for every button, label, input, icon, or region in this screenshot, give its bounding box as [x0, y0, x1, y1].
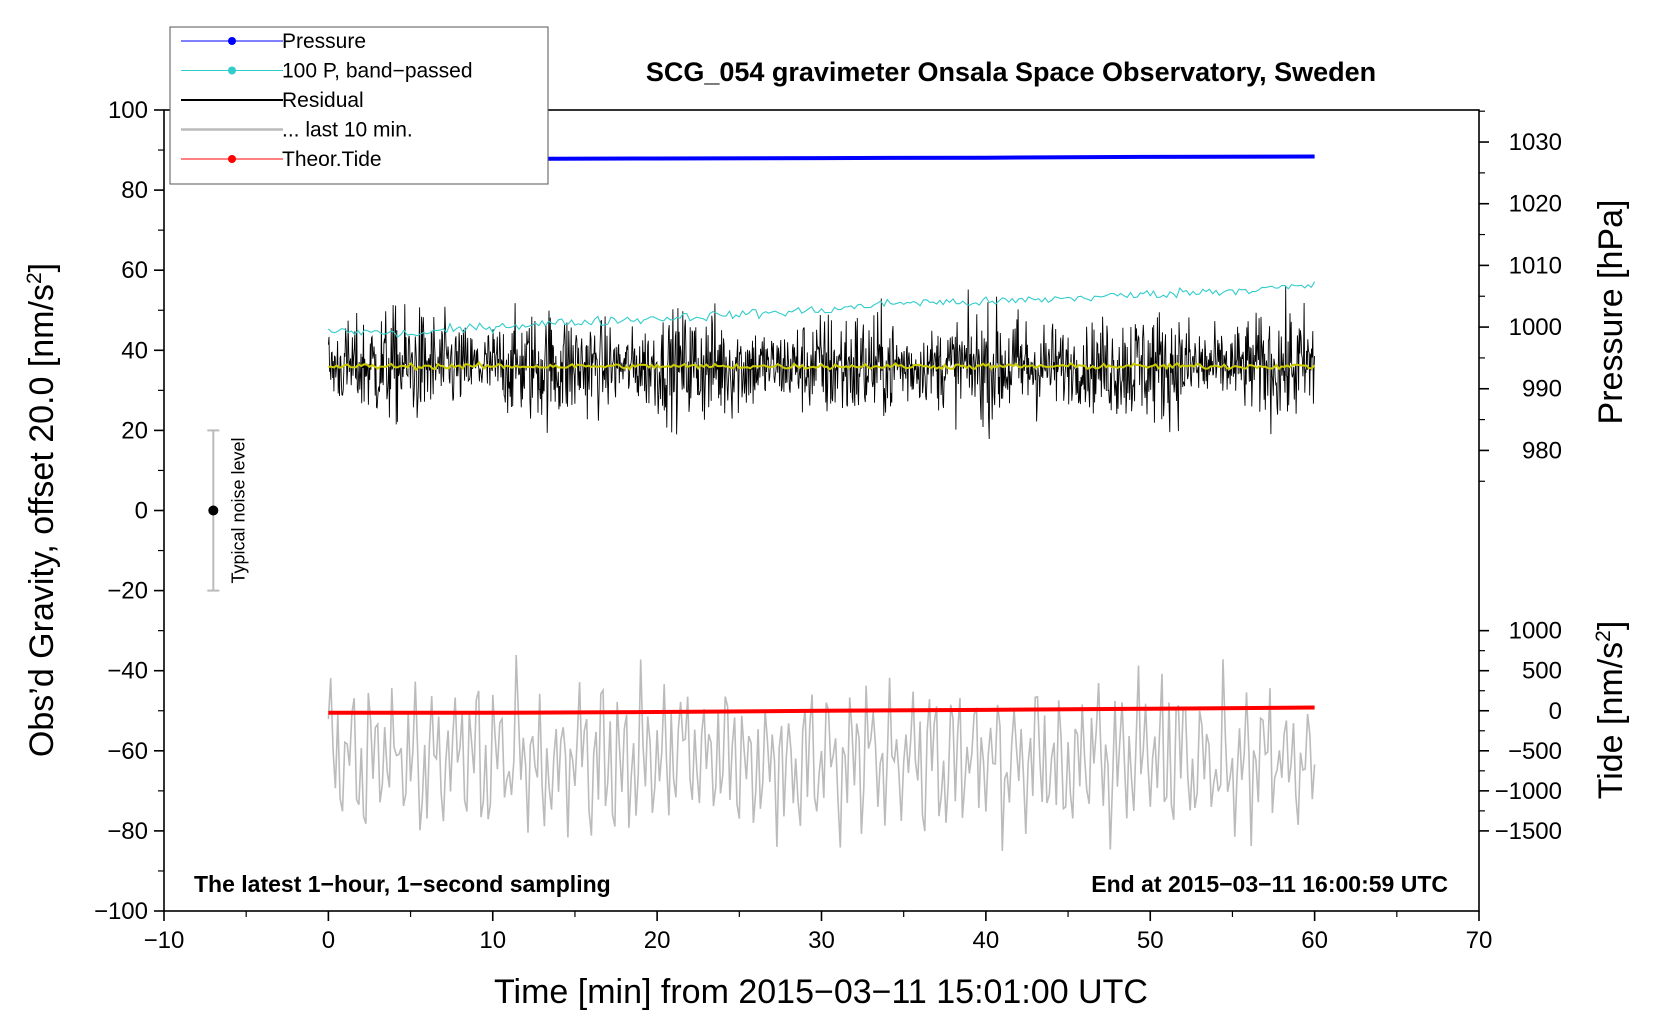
y-tick-label: 100	[108, 97, 148, 124]
x-tick-label: 10	[479, 927, 506, 954]
residual-series-line	[327, 286, 1316, 440]
y-tick-label: 0	[135, 498, 148, 525]
y-tick-label: −80	[107, 818, 148, 845]
pressure-tick-label: 1010	[1509, 252, 1562, 279]
y-axis-title-tide: Tide [nm/s2]	[1592, 621, 1630, 800]
y-axis-title-tide-main: Tide [nm/s	[1592, 642, 1630, 799]
y-tick-label: 60	[121, 257, 148, 284]
y-axis-title-left-end: ]	[23, 263, 61, 272]
sampling-note: The latest 1−hour, 1−second sampling	[194, 871, 611, 897]
x-tick-label: 20	[644, 927, 671, 954]
x-tick-label: 30	[808, 927, 835, 954]
legend-marker	[228, 37, 236, 45]
pressure-tick-label: 980	[1522, 437, 1562, 464]
noise-level-label: Typical noise level	[228, 437, 248, 583]
y-axis-title-left-main: Obs’d Gravity, offset 20.0 [nm/s	[23, 284, 61, 757]
tide-tick-label: −500	[1508, 738, 1562, 765]
x-tick-label: −10	[144, 927, 185, 954]
x-tick-label: 50	[1137, 927, 1164, 954]
y-tick-label: 40	[121, 337, 148, 364]
theor-tide-series-line	[328, 705, 1315, 715]
end-time-note: End at 2015−03−11 16:00:59 UTC	[1091, 871, 1448, 897]
tide-tick-label: −1000	[1495, 778, 1562, 805]
y-tick-label: −20	[107, 578, 148, 605]
noise-level-indicator: Typical noise level	[207, 429, 248, 592]
pressure-tick-label: 990	[1522, 376, 1562, 403]
legend-marker	[228, 155, 236, 163]
x-tick-label: 0	[322, 927, 335, 954]
x-tick-label: 70	[1466, 927, 1493, 954]
y-tick-label: −40	[107, 658, 148, 685]
residual-smoothed-series-line	[328, 361, 1316, 372]
legend-marker	[228, 66, 236, 75]
pressure-tick-label: 1000	[1509, 314, 1562, 341]
x-tick-label: 60	[1301, 927, 1328, 954]
y-axis-title-left: Obs’d Gravity, offset 20.0 [nm/s2]	[23, 263, 61, 757]
y-axis-title-tide-sup: 2	[1592, 630, 1615, 642]
tide-tick-label: −1500	[1495, 818, 1562, 845]
pressure-tick-label: 1030	[1509, 129, 1562, 156]
y-tick-label: −100	[94, 898, 148, 925]
y-tick-label: −60	[107, 738, 148, 765]
tide-tick-label: 500	[1522, 658, 1562, 685]
tide-tick-label: 0	[1549, 698, 1562, 725]
legend-label: 100 P, band−passed	[282, 60, 473, 83]
legend-label: Residual	[282, 89, 364, 112]
band-passed-series-line	[328, 281, 1316, 338]
legend-label: Pressure	[282, 30, 366, 53]
chart-title: SCG_054 gravimeter Onsala Space Observat…	[646, 57, 1376, 87]
noise-level-dot	[208, 505, 219, 516]
plot-frame	[163, 109, 1480, 912]
x-tick-label: 40	[973, 927, 1000, 954]
legend-label: Theor.Tide	[282, 148, 382, 171]
axes-layer: −10 0 10 20 30 40 50 60 70−100−80−60−40−20020406…	[94, 97, 1562, 954]
y-tick-label: 80	[121, 177, 148, 204]
pressure-tick-label: 1020	[1509, 191, 1562, 218]
last-10-min-series-line	[327, 654, 1316, 851]
legend-label: ... last 10 min.	[282, 119, 413, 142]
y-tick-label: 20	[121, 417, 148, 444]
legend: Pressure 100 P, band−passed Residual ... la…	[169, 26, 549, 185]
y-axis-title-tide-end: ]	[1592, 621, 1630, 630]
y-axis-title-left-sup: 2	[23, 272, 46, 284]
y-axis-title-pressure: Pressure [hPa]	[1592, 200, 1630, 425]
x-axis-title: Time [min] from 2015−03−11 15:01:00 UTC	[494, 973, 1148, 1011]
tide-tick-label: 1000	[1509, 618, 1562, 645]
series-layer	[327, 154, 1316, 851]
